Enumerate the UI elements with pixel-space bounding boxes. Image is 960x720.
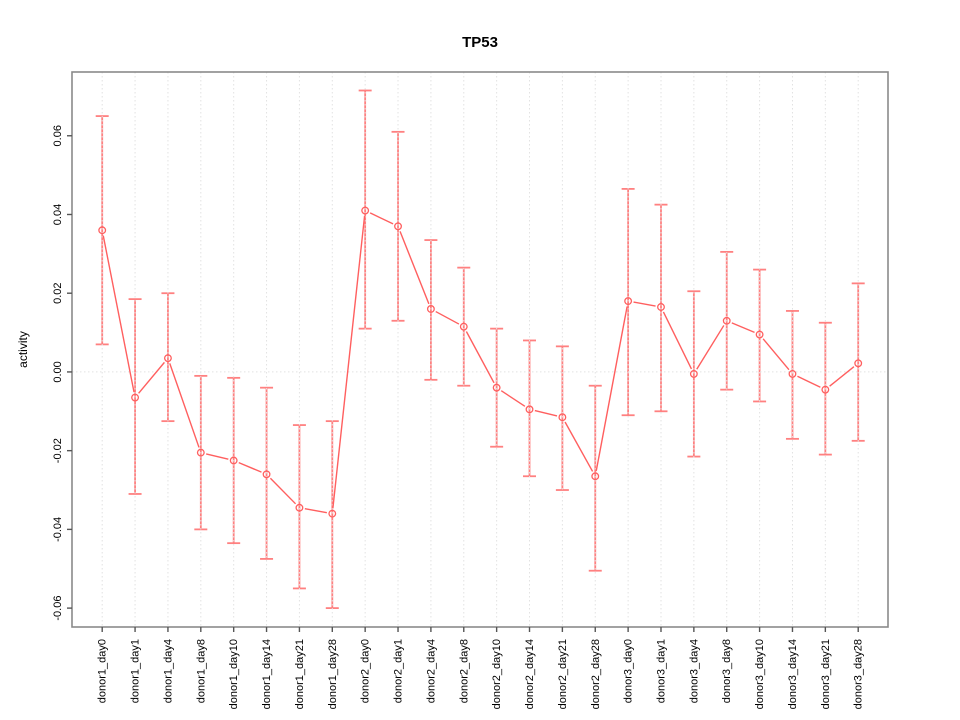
x-tick-label: donor3_day10: [754, 639, 766, 709]
data-point-marker: [459, 322, 468, 331]
y-tick-label: 0.06: [52, 125, 64, 146]
x-tick-label: donor3_day28: [853, 639, 865, 709]
x-tick-label: donor2_day10: [491, 639, 503, 709]
data-point-marker: [689, 369, 698, 378]
data-point-marker: [657, 303, 665, 311]
series-segment: [465, 331, 495, 384]
series-segment: [102, 235, 135, 393]
data-point-marker: [262, 470, 271, 479]
x-tick-label: donor3_day14: [787, 639, 799, 709]
y-tick-label: 0.00: [52, 361, 64, 382]
data-point-marker: [361, 206, 370, 215]
x-tick-label: donor3_day1: [655, 639, 667, 703]
data-point-marker: [525, 405, 534, 414]
x-tick-label: donor1_day14: [261, 639, 273, 709]
y-tick-label: 0.02: [52, 283, 64, 304]
data-point-marker: [722, 316, 731, 325]
x-tick-label: donor1_day28: [327, 639, 339, 709]
x-tick-label: donor1_day10: [228, 639, 240, 709]
x-tick-label: donor2_day28: [590, 639, 602, 709]
y-tick-label: 0.04: [52, 204, 64, 225]
data-point-marker: [854, 359, 863, 368]
data-point-marker: [229, 456, 238, 465]
x-tick-label: donor2_day4: [425, 639, 437, 703]
x-tick-label: donor1_day8: [195, 639, 207, 703]
x-tick-label: donor2_day0: [360, 639, 372, 703]
data-point-marker: [394, 222, 402, 231]
data-point-marker: [131, 393, 140, 402]
series-segment: [269, 477, 297, 505]
error-bars: [95, 89, 865, 610]
data-point-marker: [624, 297, 633, 306]
series-segment: [399, 231, 430, 305]
x-tick-label: donor1_day0: [97, 639, 109, 703]
plot-box: [71, 71, 889, 628]
x-tick-label: donor2_day14: [524, 639, 536, 709]
series-segment: [205, 453, 229, 460]
series-markers: [98, 206, 863, 518]
data-point-marker: [196, 448, 205, 457]
data-point-marker: [328, 509, 337, 518]
x-tick-label: donor2_day1: [393, 639, 405, 703]
x-tick-label: donor3_day21: [820, 639, 832, 709]
data-point-marker: [426, 305, 435, 313]
series-segment: [435, 310, 460, 325]
y-tick-label: -0.02: [52, 438, 64, 463]
series-segment: [797, 375, 821, 388]
x-tick-label: donor2_day21: [557, 639, 569, 709]
y-tick-label: -0.04: [52, 517, 64, 542]
y-axis-label: activity: [16, 331, 30, 368]
data-point-marker: [163, 354, 172, 363]
x-axis: donor1_day0 donor1_day1 donor1_day4 donor1_…: [97, 627, 865, 709]
series-segment: [138, 361, 165, 394]
x-tick-label: donor3_day8: [721, 639, 733, 703]
series-segment: [595, 306, 628, 471]
series-segment: [829, 366, 855, 387]
series-segment: [238, 461, 262, 473]
data-point-marker: [295, 503, 304, 512]
series-segment: [500, 390, 526, 407]
chart-title: TP53: [462, 34, 498, 51]
series-line: [102, 212, 855, 514]
x-tick-label: donor3_day0: [623, 639, 635, 703]
series-segment: [304, 508, 328, 514]
x-tick-label: donor1_day1: [130, 639, 142, 703]
data-point-marker: [558, 413, 567, 422]
data-point-marker: [492, 383, 501, 392]
y-tick-label: -0.06: [52, 596, 64, 621]
series-segment: [762, 338, 790, 371]
series-segment: [332, 215, 366, 509]
series-segment: [369, 212, 394, 225]
data-point-marker: [591, 472, 600, 481]
y-axis: 0.06 0.04 0.02 0.00 -0.02 -0.04 -0.06: [52, 125, 72, 621]
data-point-marker: [98, 226, 107, 235]
series-segment: [696, 325, 725, 370]
series-segment: [534, 409, 558, 417]
series-segment: [633, 301, 656, 307]
series-segment: [169, 363, 200, 448]
series-segment: [731, 322, 755, 334]
gridlines: [72, 72, 888, 627]
x-tick-label: donor1_day4: [162, 639, 174, 703]
series-segment: [564, 421, 594, 472]
series-segment: [662, 311, 693, 370]
data-point-marker: [755, 330, 764, 339]
plot-border: [71, 71, 889, 628]
x-tick-label: donor1_day21: [294, 639, 306, 709]
x-tick-label: donor2_day8: [458, 639, 470, 703]
data-point-marker: [821, 385, 830, 394]
x-tick-label: donor3_day4: [688, 639, 700, 703]
data-point-marker: [788, 369, 797, 378]
